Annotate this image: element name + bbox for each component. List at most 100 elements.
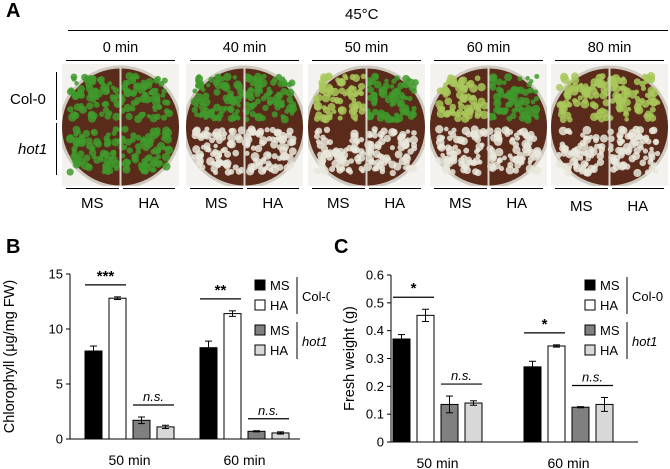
time-label: 0 min [102,40,139,56]
legend-genotype-label: hot1 [632,334,657,349]
bar [247,430,266,440]
legend-label: HA [600,343,618,358]
bar [464,402,483,443]
temperature-label: 45°C [345,6,379,23]
legend-label: HA [600,298,618,313]
legend-swatch [254,279,266,291]
time-underline [66,60,175,61]
media-ms-label: MS [327,195,350,212]
media-underline [555,188,608,189]
bar [199,347,218,440]
y-tick-label: 0 [56,432,63,447]
y-tick-label: 10 [49,322,63,337]
bar [84,350,103,440]
legend-genotype-label: Col-0 [302,289,330,304]
petri-plate-image [551,64,668,186]
x-category-label: 50 min [108,452,150,468]
media-ha-label: HA [627,198,649,215]
panel-a-letter: A [6,0,21,22]
temperature-bracket [68,30,668,31]
legend-label: MS [600,323,620,338]
x-category-label: 60 min [223,452,265,468]
petri-plate-image [186,64,303,186]
legend-swatch [584,299,596,311]
y-tick-label: 0.6 [366,268,384,283]
media-underline [190,188,243,189]
media-ha-label: HA [138,195,160,212]
time-label: 50 min [344,40,389,56]
legend-swatch [584,279,596,291]
y-tick-label: 0.3 [366,351,384,366]
bar [523,366,542,443]
genotype-hot1-label: hot1 [18,141,48,158]
significance-label: * [411,280,417,297]
significance-label: n.s. [143,389,164,404]
media-underline [66,188,119,189]
petri-plate-image [62,64,179,186]
time-label: 40 min [222,40,267,56]
significance-label: ** [215,282,227,299]
significance-label: n.s. [451,368,472,383]
significance-label: n.s. [582,369,603,384]
media-ms-label: MS [570,198,593,215]
media-ms-label: MS [81,195,104,212]
media-ha-label: HA [262,195,284,212]
petri-plate-image [430,64,547,186]
petri-plate-image [308,64,425,186]
y-tick-label: 0.5 [366,295,384,310]
time-underline [312,60,421,61]
y-axis-label: Chlorophyll (μg/mg FW) [2,280,18,433]
media-underline [490,188,543,189]
legend-swatch [584,344,596,356]
time-underline [190,60,299,61]
fresh-weight-chart: 0 0.1 0.2 0.3 0.4 0.5 0.6 Fresh weight (g) 50 mi… [342,268,663,469]
media-ms-label: MS [449,195,472,212]
media-ms-label: MS [205,195,228,212]
legend-label: HA [270,298,288,313]
y-axis-label: Fresh weight (g) [342,306,358,411]
legend-label: MS [270,323,290,338]
legend-label: MS [270,278,290,293]
bar [108,297,127,440]
significance-label: n.s. [258,403,279,418]
x-category-label: 60 min [547,455,589,469]
y-tick-label: 0 [377,435,384,450]
hot1-bracket [56,123,57,175]
bar [223,313,242,440]
col0-bracket [56,72,57,120]
media-ha-label: HA [506,195,528,212]
x-category-label: 50 min [416,455,458,469]
legend-label: HA [270,343,288,358]
panel-c-letter: C [334,236,349,258]
legend-genotype-label: Col-0 [632,289,663,304]
media-underline [122,188,175,189]
y-tick-label: 5 [56,377,63,392]
bar [571,406,590,443]
y-tick-label: 15 [49,267,63,282]
media-underline [611,188,664,189]
legend-swatch [254,344,266,356]
media-underline [368,188,421,189]
bar [547,345,566,443]
y-tick-label: 0.1 [366,407,384,422]
legend-label: MS [600,278,620,293]
legend-swatch [584,324,596,336]
time-label: 60 min [466,40,511,56]
significance-label: * [542,316,548,333]
y-tick-label: 0.4 [366,323,384,338]
bar [392,338,411,443]
legend-swatch [254,324,266,336]
legend-swatch [254,299,266,311]
chlorophyll-chart: 0 5 10 15 Chlorophyll (μg/mg FW) 50 min *** n.s… [2,267,330,469]
time-underline [555,60,664,61]
media-underline [312,188,365,189]
genotype-col0-label: Col-0 [10,91,46,108]
media-underline [434,188,487,189]
significance-label: *** [97,268,115,285]
legend-genotype-label: hot1 [302,334,327,349]
media-underline [246,188,299,189]
y-tick-label: 0.2 [366,379,384,394]
bar [416,314,435,443]
time-underline [434,60,543,61]
time-label: 80 min [587,40,632,56]
